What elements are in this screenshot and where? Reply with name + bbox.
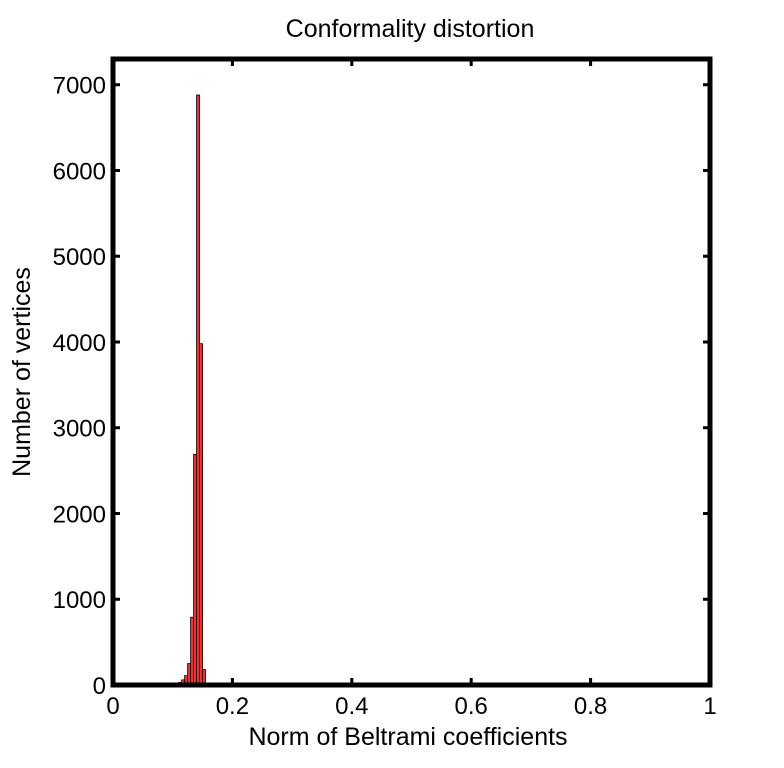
histogram-bar-4 [187, 663, 192, 686]
y-tick-label: 6000 [53, 158, 106, 185]
y-tick-label: 3000 [53, 416, 106, 443]
x-tick-label: 1 [703, 693, 716, 720]
histogram-bar-7 [196, 94, 200, 686]
histogram-bar-8 [199, 343, 203, 686]
x-tick-label: 0.4 [335, 693, 368, 720]
y-tick-label: 2000 [53, 501, 106, 528]
y-tick-label: 7000 [53, 73, 106, 100]
ticks-group: 0 0.2 0.4 0.6 0.8 1 0 1000 2000 3000 4000 5000 6000 7… [53, 59, 717, 720]
x-tick-label: 0 [106, 693, 119, 720]
y-tick-label: 1000 [53, 587, 106, 614]
plot-frame [110, 56, 713, 688]
histogram-bar-5 [190, 616, 194, 686]
x-tick-label: 0.8 [574, 693, 607, 720]
histogram-bar-6 [193, 453, 197, 686]
x-tick-label: 0.6 [455, 693, 488, 720]
bars-group [175, 94, 206, 686]
y-tick-label: 4000 [53, 330, 106, 357]
chart-title: Conformality distortion [286, 15, 535, 43]
x-axis-label: Norm of Beltrami coefficients [248, 723, 567, 751]
y-tick-label: 0 [93, 673, 106, 700]
y-tick-label: 5000 [53, 244, 106, 271]
x-tick-label: 0.2 [216, 693, 249, 720]
y-axis-label: Number of vertices [8, 267, 36, 477]
